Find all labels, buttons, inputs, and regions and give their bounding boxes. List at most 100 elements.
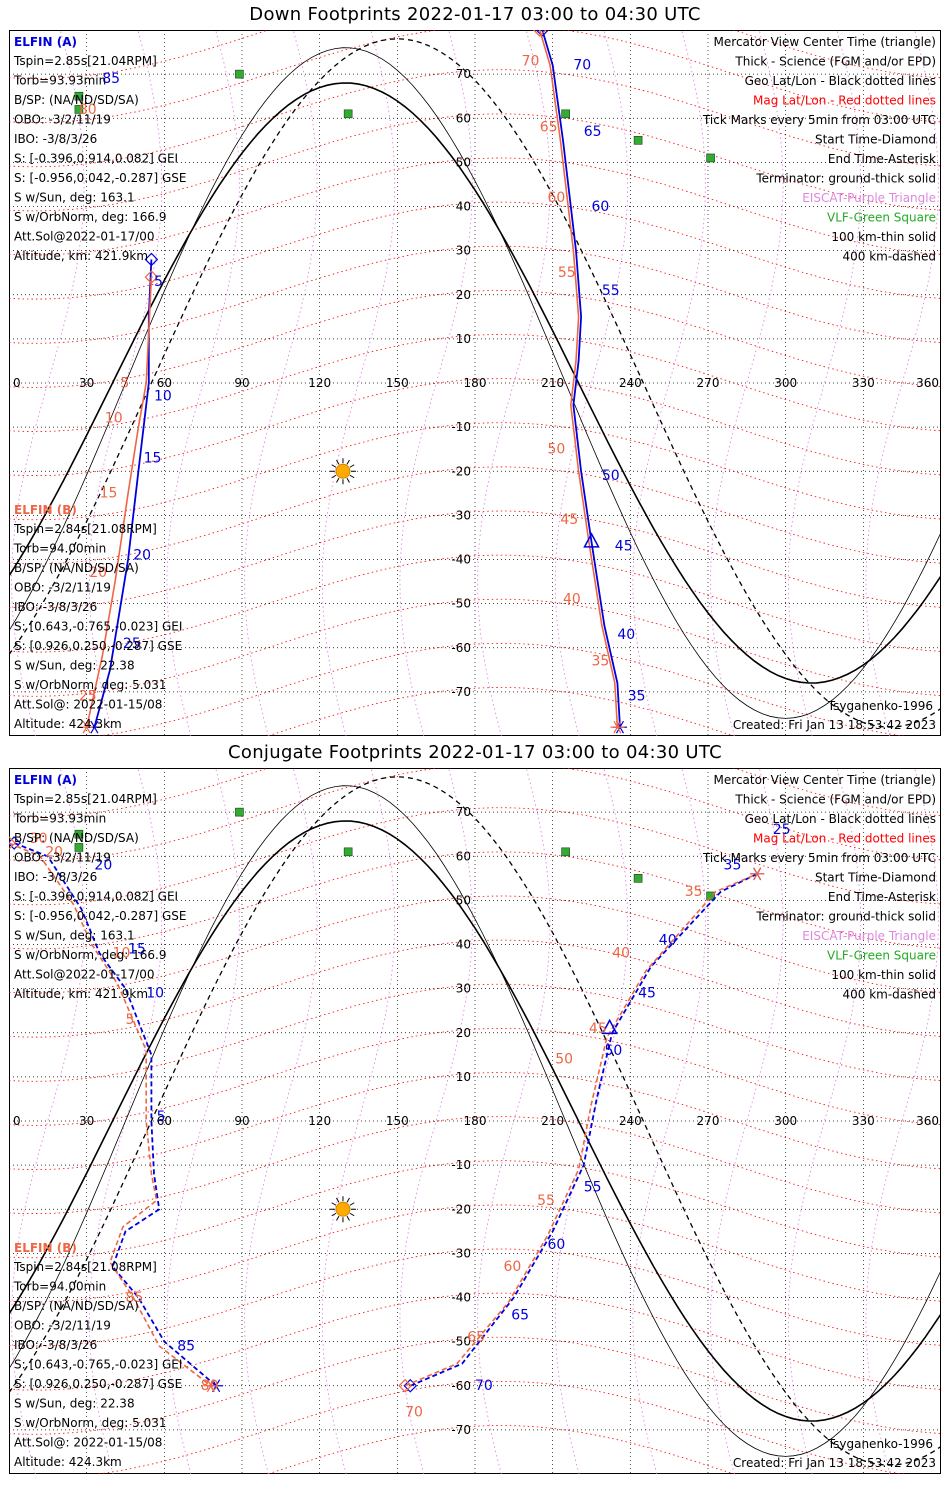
conjugate-footprints-panel: Conjugate Footprints 2022-01-17 03:00 to… [0,738,950,1500]
mag-lon-line [11,30,85,736]
mag-lon-line [554,30,629,736]
conjugate-footprints-map: 0 30 60 90 120 150 180 210 240 270 300 330 360 70 60 50… [9,768,941,1474]
elfin-a-info: ELFIN (A) Tspin=2.85s[21.04RPM] Torb=93.93… [13,773,187,1001]
mag-lat-line [9,1116,941,1215]
elfin-b-line: B/SP: (NA/ND/SD/SA) [14,1299,139,1313]
vlf-station-marker [235,69,244,79]
x-tick-label: 0 [13,376,21,390]
elfin-b-line: S w/Sun, deg: 22.38 [14,659,135,673]
trace-tick-label: 65 [511,1308,529,1324]
mag-lon-line [399,768,473,1474]
y-tick-label: 30 [456,244,471,258]
end-asterisk [90,720,99,734]
mag-lon-line [11,768,85,1474]
footprint-traces [79,30,627,734]
mag-lat-line [95,1380,907,1474]
elfin-b-line: Att.Sol@: 2022-01-15/08 [14,698,162,712]
sun-ray [336,1215,340,1221]
panel-title: Down Footprints 2022-01-17 03:00 to 04:3… [249,4,701,25]
y-tick-label: 20 [456,288,471,302]
elfin-a-line: S w/Sun, deg: 163.1 [14,191,135,205]
start-diamond [535,30,550,37]
elfin-a-line: OBO: -3/2/11/19 [14,851,111,865]
trace-tick-label: 25 [79,689,97,705]
x-tick-label: 120 [308,1114,331,1128]
trace-tick-label: 15 [128,941,146,957]
sun-ray [331,474,337,479]
legend-entry: Thick - Science (FGM and/or EPD) [734,55,936,69]
elfin-b-line: OBO: -3/2/11/19 [14,1319,111,1333]
mag-lon-line [632,768,706,1474]
sun-icon [335,463,351,479]
sun-ray [346,459,350,465]
mag-lon-line [88,30,163,736]
y-tick-label: 70 [456,805,471,819]
end-asterisk [753,867,762,881]
mag-lat-line [9,1027,941,1126]
elfin-b-line: IBO: -3/8/3/26 [14,1338,97,1352]
trace-tick-label: 20 [94,857,112,873]
y-tick-label: 50 [456,155,471,169]
mag-lon-line [710,30,784,736]
legend-entry: Mag Lat/Lon - Red dotted lines [753,94,936,108]
trace-tick-label: 60 [503,1259,521,1275]
y-tick-label: -50 [451,1335,471,1349]
elfin-b-line: B/SP: (NA/ND/SD/SA) [14,561,139,575]
legend-entry: Mercator View Center Time (triangle) [714,773,936,787]
elfin-a-line: Att.Sol@2022-01-17/00 [14,230,155,244]
trace-tick-label: 20 [89,565,107,581]
legend-entry: 100 km-thin solid [831,968,936,982]
mag-lat-line [9,1248,941,1347]
mag-lon-line [477,30,551,736]
mag-lat-line [266,1425,736,1474]
x-tick-label: 90 [234,1114,249,1128]
y-tick-label: 20 [456,1026,471,1040]
mag-lat-line [9,1072,941,1170]
elfin-a-line: S w/OrbNorm, deg: 166.9 [14,210,166,224]
mag-lon-line [554,768,629,1474]
trace-tick-label: 50 [604,1043,622,1059]
footprint-line [13,842,217,1387]
y-tick-label: -30 [451,508,471,522]
elfin-b-title: ELFIN (B) [14,1241,77,1255]
x-tick-label: 360 [916,376,939,390]
trace-tick-label: 25 [773,822,791,838]
legend-entry: Start Time-Diamond [815,871,936,885]
elfin-b-line: Altitude: 424.3km [14,1455,122,1469]
trace-tick-label: 45 [638,985,656,1001]
legend-entry: Start Time-Diamond [815,133,936,147]
mag-lat-line [9,1160,941,1259]
x-tick-label: 0 [13,1114,21,1128]
y-tick-label: 40 [456,938,471,952]
elfin-b-line: S: [0.643,-0.765,-0.023] GEI [14,1358,182,1372]
mag-lat-line [9,598,941,697]
y-tick-label: -60 [451,641,471,655]
elfin-b-line: IBO: -3/8/3/26 [14,600,97,614]
mag-lat-line [9,422,941,521]
trace-tick-label: 65 [540,119,558,135]
end-asterisk [206,1379,215,1393]
mag-lat-line [266,687,736,736]
mag-lon-line [787,30,862,736]
y-tick-label: 30 [456,982,471,996]
y-tick-label: 10 [456,332,471,346]
sun-marker [329,458,356,485]
trace-tick-label: 60 [592,199,610,215]
y-tick-label: -20 [451,464,471,478]
elfin-a-line: Altitude, km: 421.9km [14,987,148,1001]
trace-tick-label: 60 [547,190,565,206]
terminator [9,38,941,728]
legend-entry: End Time-Asterisk [828,890,936,904]
x-tick-label: 120 [308,376,331,390]
footprint-line [541,30,621,728]
elfin-b-line: S: [0.926,0.250,-0.287] GSE [14,1377,182,1391]
legend-entry: 100 km-thin solid [831,230,936,244]
start-diamond [532,30,547,37]
y-tick-label: -10 [451,1158,471,1172]
legend-entry: Geo Lat/Lon - Black dotted lines [745,74,936,88]
end-asterisk [82,720,91,734]
mag-lon-line [865,768,939,1474]
model-label: Tsyganenko-1996 [827,1437,933,1451]
y-tick-label: -20 [451,1202,471,1216]
start-diamond [144,252,159,267]
